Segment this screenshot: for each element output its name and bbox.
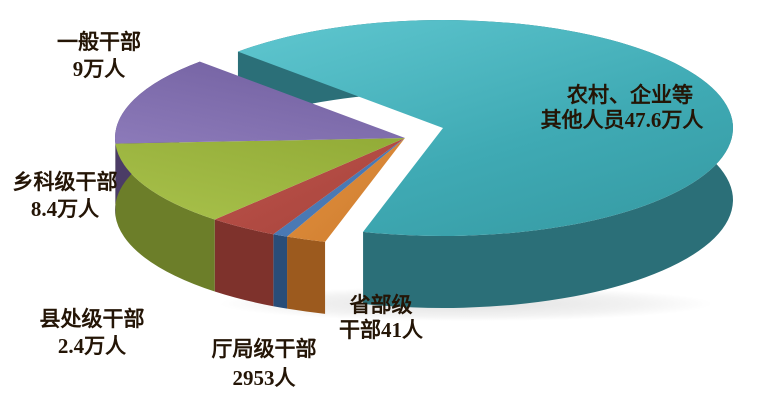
svg-text:2.4万人: 2.4万人 [58,334,126,358]
svg-text:县处级干部: 县处级干部 [40,307,145,331]
svg-text:干部41人: 干部41人 [339,318,423,342]
svg-text:乡科级干部: 乡科级干部 [13,170,118,194]
svg-text:其他人员47.6万人: 其他人员47.6万人 [541,108,704,132]
svg-text:8.4万人: 8.4万人 [31,197,99,221]
svg-text:农村、企业等: 农村、企业等 [566,83,693,107]
svg-text:2953人: 2953人 [233,366,296,390]
svg-text:厅局级干部: 厅局级干部 [212,337,317,361]
svg-text:一般干部: 一般干部 [57,30,141,54]
svg-text:省部级: 省部级 [349,293,413,317]
svg-text:9万人: 9万人 [73,57,126,81]
